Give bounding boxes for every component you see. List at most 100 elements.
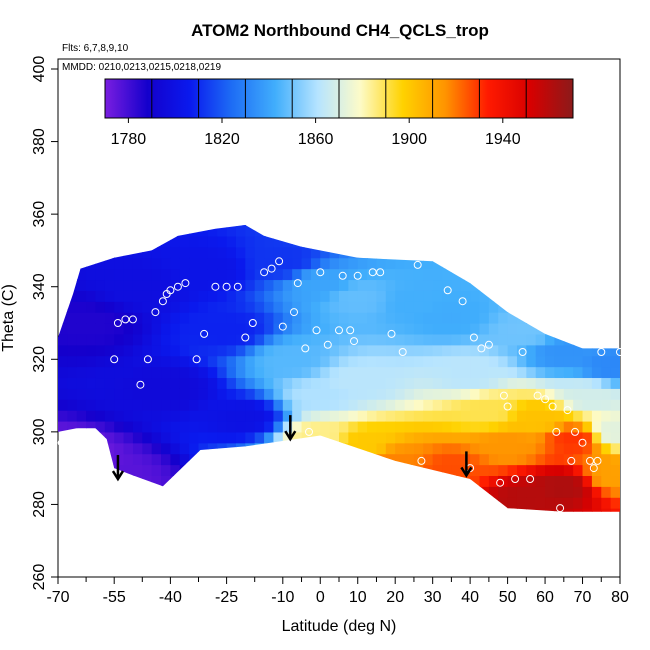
heatmap-cell bbox=[104, 301, 115, 313]
heatmap-cell bbox=[601, 508, 612, 512]
sample-point bbox=[376, 268, 385, 277]
heatmap-cell bbox=[198, 497, 209, 509]
heatmap-cell bbox=[395, 475, 406, 487]
heatmap-cell bbox=[367, 410, 378, 422]
heatmap-cell bbox=[170, 410, 181, 422]
sample-point bbox=[192, 355, 201, 364]
heatmap-cell bbox=[582, 279, 593, 291]
heatmap-cell bbox=[563, 377, 574, 389]
heatmap-cell bbox=[554, 290, 565, 302]
heatmap-cell bbox=[132, 225, 143, 226]
heatmap-cell bbox=[423, 333, 434, 346]
heatmap-cell bbox=[479, 508, 490, 512]
heatmap-cell bbox=[245, 486, 256, 498]
heatmap-cell bbox=[376, 355, 387, 368]
heatmap-cell bbox=[516, 333, 527, 346]
heatmap-cell bbox=[264, 323, 275, 335]
heatmap-cell bbox=[235, 399, 246, 411]
heatmap-cell bbox=[385, 431, 396, 444]
heatmap-cell bbox=[123, 442, 134, 455]
heatmap-cell bbox=[507, 344, 518, 357]
heatmap-cell bbox=[292, 301, 303, 313]
heatmap-cell bbox=[610, 399, 620, 411]
heatmap-cell bbox=[610, 235, 620, 248]
heatmap-cell bbox=[357, 279, 368, 291]
heatmap-cell bbox=[86, 366, 97, 379]
heatmap-cell bbox=[554, 453, 565, 466]
heatmap-cell bbox=[601, 333, 612, 346]
heatmap-cell bbox=[376, 453, 387, 466]
heatmap-cell bbox=[554, 333, 565, 346]
heatmap-cell bbox=[245, 333, 256, 346]
heatmap-cell bbox=[404, 355, 415, 368]
heatmap-cell bbox=[563, 508, 574, 512]
heatmap-cell bbox=[498, 399, 509, 411]
heatmap-cell bbox=[310, 225, 321, 237]
heatmap-cell bbox=[526, 453, 537, 466]
heatmap-cell bbox=[488, 410, 499, 422]
arrow-head bbox=[284, 430, 297, 442]
heatmap-cell bbox=[207, 497, 218, 509]
heatmap-cell bbox=[292, 442, 303, 455]
heatmap-cell bbox=[320, 344, 331, 357]
heatmap-cell bbox=[460, 486, 471, 498]
heatmap-cell bbox=[488, 312, 499, 324]
heatmap-cell bbox=[320, 399, 331, 411]
heatmap-cell bbox=[357, 475, 368, 487]
heatmap-cell bbox=[582, 453, 593, 466]
heatmap-cell bbox=[254, 312, 265, 324]
sample-point bbox=[511, 475, 520, 483]
heatmap-cell bbox=[376, 279, 387, 291]
heatmap-cell bbox=[554, 246, 565, 259]
heatmap-cell bbox=[198, 333, 209, 346]
heatmap-cell bbox=[151, 235, 162, 248]
heatmap-cell bbox=[329, 377, 340, 389]
heatmap-cell bbox=[58, 225, 68, 237]
heatmap-cell bbox=[58, 257, 68, 270]
sample-point bbox=[417, 456, 426, 465]
heatmap-cell bbox=[189, 464, 200, 476]
heatmap-cell bbox=[67, 453, 78, 466]
heatmap-cell bbox=[573, 475, 584, 487]
heatmap-cell bbox=[170, 323, 181, 335]
heatmap-cell bbox=[367, 333, 378, 346]
heatmap-cell bbox=[179, 225, 190, 226]
heatmap-cell bbox=[320, 508, 331, 512]
heatmap-cell bbox=[282, 366, 293, 379]
heatmap-cell bbox=[545, 377, 556, 389]
heatmap-cell bbox=[245, 431, 256, 444]
heatmap-cell bbox=[601, 431, 612, 444]
heatmap-cell bbox=[413, 323, 424, 335]
heatmap-cell bbox=[245, 279, 256, 291]
heatmap-cell bbox=[292, 453, 303, 466]
heatmap-cell bbox=[582, 235, 593, 248]
heatmap-cell bbox=[132, 377, 143, 389]
heatmap-cell bbox=[161, 486, 171, 498]
heatmap-cell bbox=[516, 225, 527, 226]
heatmap-cell bbox=[310, 442, 321, 455]
heatmap-cell bbox=[367, 268, 378, 281]
heatmap-cell bbox=[507, 442, 518, 455]
heatmap-cell bbox=[123, 235, 134, 248]
heatmap-cell bbox=[123, 290, 134, 302]
heatmap-cell bbox=[301, 279, 312, 291]
heatmap-cell bbox=[479, 486, 490, 498]
heatmap-cell bbox=[591, 388, 602, 400]
heatmap-cell bbox=[470, 377, 481, 389]
heatmap-cell bbox=[488, 486, 499, 498]
heatmap-cell bbox=[235, 410, 246, 422]
sample-point bbox=[552, 427, 561, 436]
heatmap-cell bbox=[451, 410, 462, 422]
heatmap-cell bbox=[413, 497, 424, 509]
heatmap-cell bbox=[282, 497, 293, 509]
heatmap-cell bbox=[67, 420, 78, 433]
heatmap-cell bbox=[95, 497, 106, 509]
heatmap-cell bbox=[207, 235, 218, 248]
heatmap-cell bbox=[376, 410, 387, 422]
heatmap-cell bbox=[451, 268, 462, 281]
heatmap-cell bbox=[207, 366, 218, 379]
heatmap-cell bbox=[385, 388, 396, 400]
heatmap-cell bbox=[132, 497, 143, 509]
heatmap-cell bbox=[310, 301, 321, 313]
heatmap-cell bbox=[264, 268, 275, 281]
